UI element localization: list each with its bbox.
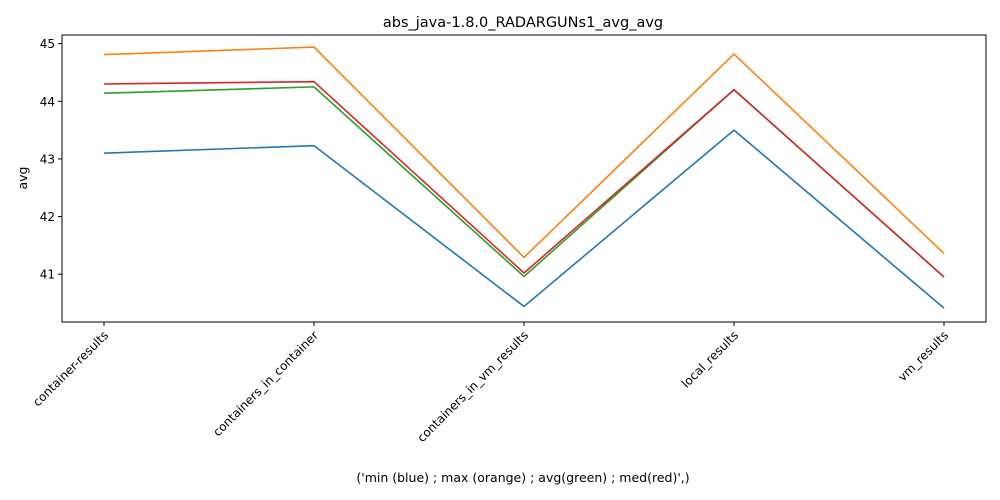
x-axis-label: ('min (blue) ; max (orange) ; avg(green)… <box>356 470 689 485</box>
plot-frame <box>61 34 987 323</box>
chart-title: abs_java-1.8.0_RADARGUNs1_avg_avg <box>383 15 663 31</box>
y-axis-label: avg <box>15 167 30 190</box>
x-axis: container-results containers_in_container… <box>30 322 951 445</box>
series-line-1 <box>103 46 945 259</box>
x-tick-label: containers_in_vm_results <box>414 328 531 445</box>
y-tick-label: 41 <box>40 268 55 282</box>
x-tick-label: container-results <box>30 328 111 409</box>
x-tick-label: local_results <box>679 328 741 390</box>
y-axis: 41 42 43 44 45 <box>40 37 62 282</box>
y-tick-label: 45 <box>40 37 55 51</box>
series-line-3 <box>103 80 945 278</box>
series-line-0 <box>103 129 945 309</box>
y-tick-label: 43 <box>40 152 55 166</box>
x-tick-label: containers_in_container <box>210 328 321 439</box>
y-tick-label: 44 <box>40 95 55 109</box>
series-lines <box>103 46 945 309</box>
y-tick-label: 42 <box>40 210 55 224</box>
x-tick-label: vm_results <box>895 328 951 384</box>
series-line-2 <box>103 86 945 278</box>
